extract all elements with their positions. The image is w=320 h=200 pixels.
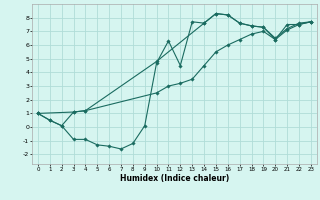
X-axis label: Humidex (Indice chaleur): Humidex (Indice chaleur): [120, 174, 229, 183]
